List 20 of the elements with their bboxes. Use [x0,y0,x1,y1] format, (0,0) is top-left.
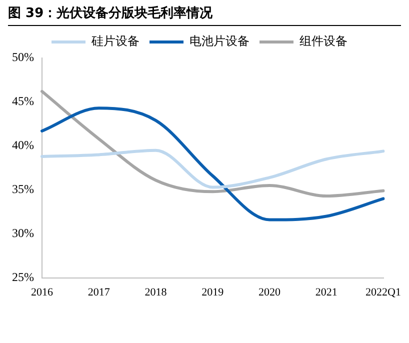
legend-label: 硅片设备 [90,34,140,48]
x-tick-label: 2018 [144,286,168,298]
y-tick-label: 45% [12,94,34,108]
line-series [40,106,385,222]
legend-label: 组件设备 [300,34,348,48]
y-tick-label: 35% [12,182,34,196]
y-tick-label: 50% [12,50,34,64]
x-tick-label: 2021 [315,286,338,298]
x-tick-label: 2017 [88,286,110,298]
line-series [40,148,385,189]
x-tick-label: 2022Q1 [366,286,402,298]
x-tick-label: 2019 [202,286,224,298]
x-tick-label: 2016 [30,286,54,298]
x-tick-label: 2020 [258,286,282,298]
y-tick-label: 30% [12,226,34,240]
chart-title: 图 39：光伏设备分版块毛利率情况 [8,4,401,26]
y-tick-label: 40% [12,138,34,152]
legend-label: 电池片设备 [190,34,250,48]
y-tick-label: 25% [12,270,34,284]
line-series [40,90,385,198]
